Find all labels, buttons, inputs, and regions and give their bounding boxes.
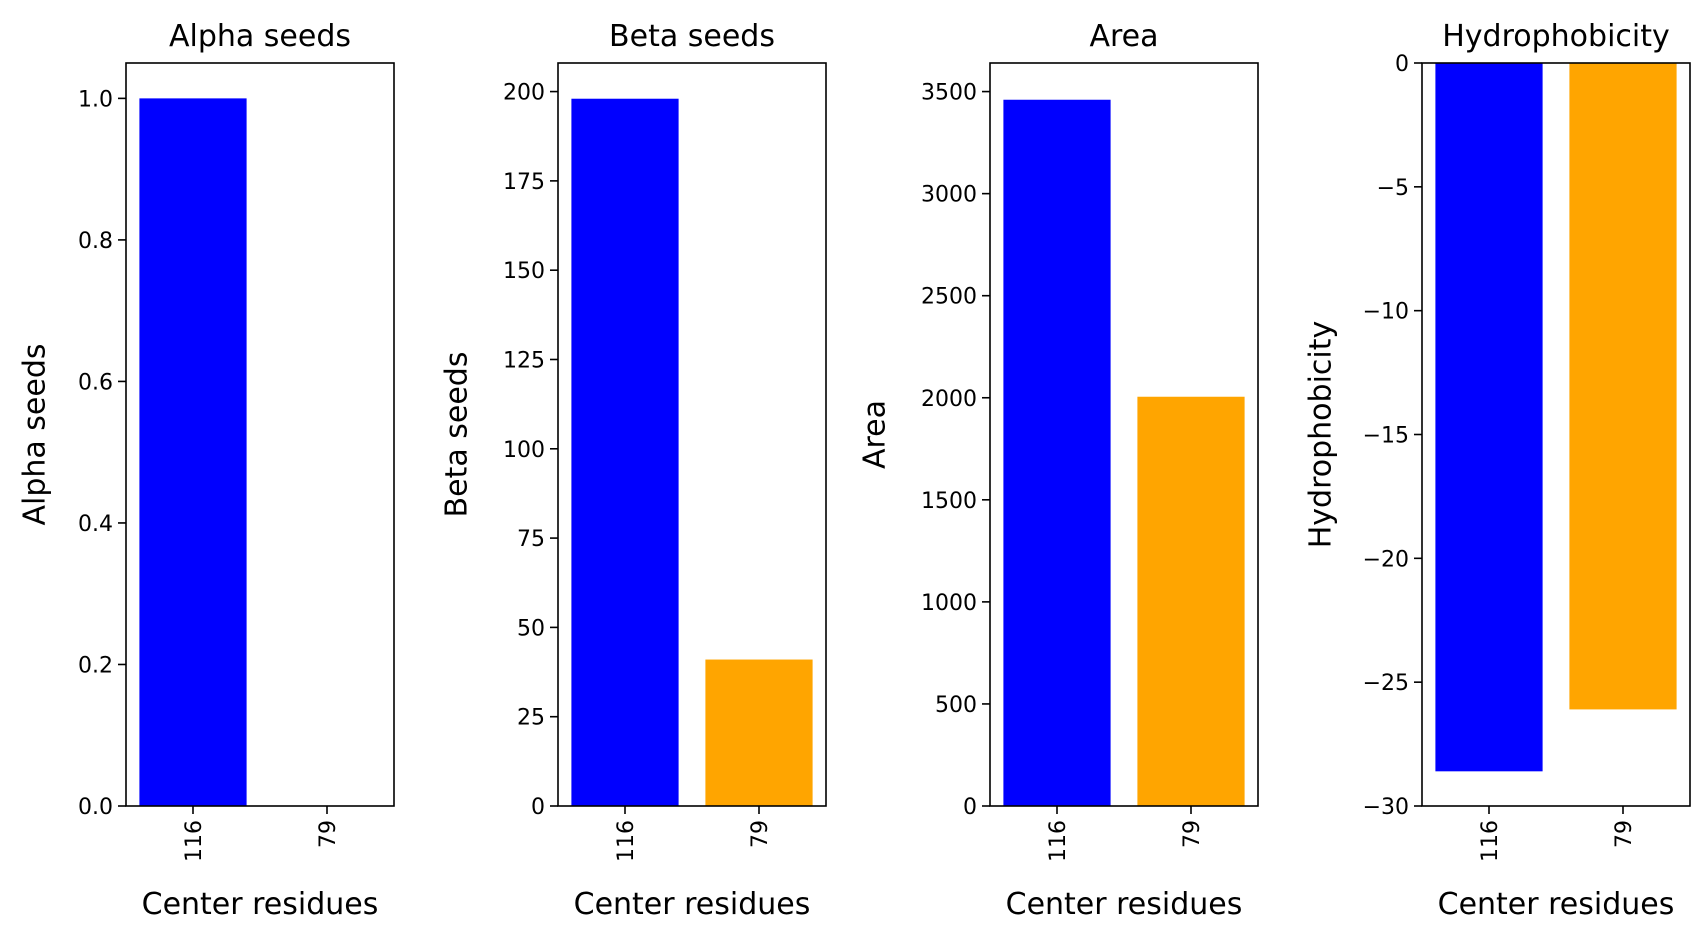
chart-title: Beta seeds [609, 19, 775, 54]
y-tick-label: 0.0 [78, 795, 113, 820]
x-tick-label: 79 [748, 820, 773, 848]
y-tick-label: 0.8 [78, 229, 113, 254]
x-tick-label: 79 [316, 820, 341, 848]
y-tick-label: 2500 [921, 285, 977, 310]
bar-116 [1435, 63, 1543, 772]
y-tick-label: 1000 [921, 591, 977, 616]
bar-79 [1569, 63, 1677, 710]
y-tick-label: 0 [963, 795, 977, 820]
y-tick-label: 0 [531, 795, 545, 820]
y-axis-label: Alpha seeds [18, 343, 53, 525]
y-tick-label: 1.0 [78, 87, 113, 112]
y-tick-label: 75 [517, 527, 545, 552]
x-axis-label: Center residues [142, 887, 379, 922]
y-tick-label: −20 [1363, 547, 1409, 572]
chart-title: Area [1089, 19, 1158, 54]
y-tick-label: 3500 [921, 81, 977, 106]
y-tick-label: 0.6 [78, 370, 113, 395]
y-tick-label: −30 [1363, 795, 1409, 820]
y-axis-label: Area [858, 400, 893, 469]
y-tick-label: 3000 [921, 183, 977, 208]
y-tick-label: −5 [1377, 176, 1409, 201]
bar-116 [139, 98, 247, 806]
x-tick-label: 79 [1180, 820, 1205, 848]
x-tick-label: 116 [614, 820, 639, 862]
y-tick-label: −10 [1363, 300, 1409, 325]
y-axis-label: Beta seeds [440, 352, 475, 518]
y-tick-label: −15 [1363, 424, 1409, 449]
y-tick-label: 0.4 [78, 512, 113, 537]
bar-79 [1137, 396, 1245, 806]
y-tick-label: 50 [517, 616, 545, 641]
x-tick-label: 116 [1478, 820, 1503, 862]
y-tick-label: 125 [503, 348, 545, 373]
axes-frame [557, 62, 827, 807]
chart-panel-3: 0 500 1000 1500 2000 2500 3000 3500 116 79 Area Cen… [858, 19, 1259, 922]
y-tick-label: 1500 [921, 489, 977, 514]
bar-116 [1003, 99, 1111, 806]
bar-116 [571, 98, 679, 807]
chart-title: Hydrophobicity [1442, 19, 1670, 54]
chart-panel-4: −30 −25 −20 −15 −10 −5 0 116 79 Hydrophobicity Cen… [1304, 19, 1691, 922]
chart-title: Alpha seeds [169, 19, 351, 54]
y-tick-label: 200 [503, 81, 545, 106]
y-tick-label: 0.2 [78, 653, 113, 678]
x-axis-label: Center residues [574, 887, 811, 922]
chart-panel-1: 0.0 0.2 0.4 0.6 0.8 1.0 116 79 Alpha seeds Center… [18, 19, 395, 922]
x-axis-label: Center residues [1006, 887, 1243, 922]
x-axis-label: Center residues [1438, 887, 1675, 922]
y-tick-label: 500 [935, 693, 977, 718]
y-tick-label: 100 [503, 438, 545, 463]
y-tick-label: 25 [517, 706, 545, 731]
y-tick-label: 0 [1395, 52, 1409, 77]
bar-79 [705, 659, 813, 806]
axes-frame [125, 62, 395, 807]
chart-panel-2: 0 25 50 75 100 125 150 175 200 116 79 Beta seeds Cen… [440, 19, 827, 922]
y-tick-label: 2000 [921, 387, 977, 412]
y-tick-label: −25 [1363, 671, 1409, 696]
axes-frame [989, 62, 1259, 807]
y-tick-label: 175 [503, 170, 545, 195]
x-tick-label: 79 [1612, 820, 1637, 848]
y-tick-label: 150 [503, 259, 545, 284]
y-axis-label: Hydrophobicity [1304, 321, 1339, 549]
x-tick-label: 116 [1046, 820, 1071, 862]
x-tick-label: 116 [182, 820, 207, 862]
